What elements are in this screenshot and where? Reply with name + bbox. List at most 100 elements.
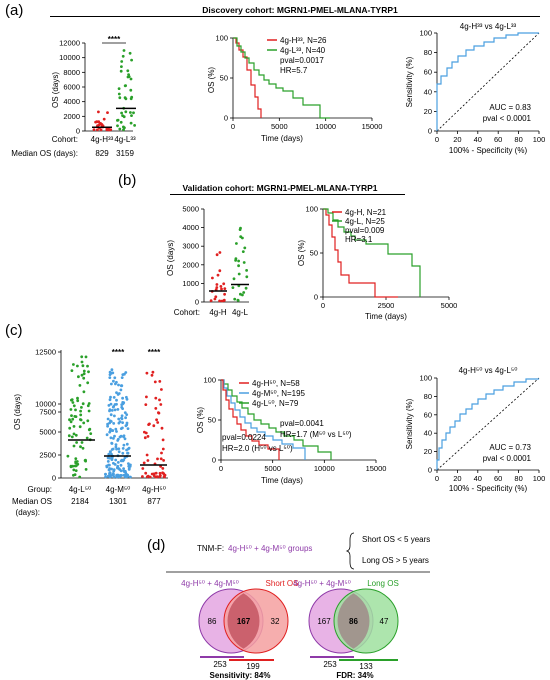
c-scatter-m-point xyxy=(123,411,127,414)
c-scatter-h-point xyxy=(162,472,166,476)
a-roc-xlabel: 100% - Specificity (%) xyxy=(449,146,528,155)
c-scatter-h-point xyxy=(142,461,146,465)
a-scatter-l-point xyxy=(122,128,125,132)
c-scatter-l-point xyxy=(74,415,78,418)
a-km-xtick: 0 xyxy=(231,122,235,131)
c-scatter-m-point xyxy=(107,468,111,472)
b-km-xtick: 0 xyxy=(321,301,325,310)
c-scatter-m-point xyxy=(120,414,124,418)
c-scatter-h-point xyxy=(155,418,159,422)
c-scatter-l-point xyxy=(81,446,85,450)
c-roc-auc: AUC = 0.73 xyxy=(489,443,531,452)
c-scatter-h-point xyxy=(141,475,144,478)
c-km-hr-top: HR=1.7 (M⁵⁰ vs L⁵⁰) xyxy=(280,430,352,439)
c-scatter-m-point xyxy=(114,382,117,386)
a-scatter-h-point xyxy=(92,128,96,132)
c-scatter-m-point xyxy=(119,388,123,392)
a-km-plot: 0 50 100 0 5000 10000 15000 OS (%) Time (days)… xyxy=(207,34,382,144)
c-scatter-l-point xyxy=(82,372,86,376)
c-scatter-m-point xyxy=(112,379,115,383)
a-km-legend-l: 4g-L³³, N=40 xyxy=(280,46,326,55)
a-cohort-row-label: Cohort: xyxy=(52,135,78,144)
c-scatter-m-point xyxy=(122,443,126,447)
c-km-curve-m xyxy=(221,379,306,460)
a-roc-auc: AUC = 0.83 xyxy=(489,103,531,112)
c-scatter-m-point xyxy=(108,376,112,379)
a-scatter-h-point xyxy=(102,117,106,121)
c-scatter-m-point xyxy=(127,468,131,471)
c-scatter-h-point xyxy=(162,459,166,462)
c-scatter-l-point xyxy=(79,445,82,449)
c-scatter-h-point xyxy=(145,453,149,457)
c-scatter-l-point xyxy=(74,469,78,472)
c-roc-curve xyxy=(436,378,539,470)
c-scatter-h-point xyxy=(154,396,158,400)
a-significance: **** xyxy=(108,35,121,44)
c-scatter-h-point xyxy=(160,426,164,430)
c-km-ytick: 100 xyxy=(203,376,216,385)
a-km-pval: pval=0.0017 xyxy=(280,56,324,65)
a-km-xtick: 15000 xyxy=(362,122,383,131)
c-scatter-l-point xyxy=(71,401,75,404)
c-scatter-l-point xyxy=(86,364,89,368)
b-scatter-l-point xyxy=(236,299,240,302)
c-scatter-h-point xyxy=(146,435,150,438)
b-group-l: 4g-L xyxy=(232,308,249,317)
validation-title: Validation cohort: MGRN1-PMEL-MLANA-TYRP… xyxy=(182,183,378,193)
c-scatter-m-point xyxy=(120,416,123,420)
c-km-legend-m: 4g-M⁵⁰, N=195 xyxy=(252,389,306,398)
d-venn2-metric: FDR: 34% xyxy=(336,671,373,680)
c-scatter-l-point xyxy=(81,402,85,406)
d-venn-section: TNM-F: 4g-H⁵⁰ + 4g-M⁵⁰ groups Short OS <… xyxy=(166,532,430,680)
a-roc-curve xyxy=(436,32,539,131)
c-median-h: 877 xyxy=(147,497,161,506)
c-scatter-l-point xyxy=(80,360,84,364)
c-scatter-h-point xyxy=(143,430,146,434)
c-scatter-m-point xyxy=(126,462,130,465)
c-roc-xtick: 20 xyxy=(453,474,461,483)
c-scatter-m-point xyxy=(116,393,120,396)
c-scatter-m-point xyxy=(108,456,111,460)
c-scatter-l-point xyxy=(82,376,86,380)
c-roc-ytick: 0 xyxy=(428,466,432,475)
c-km-xtick: 5000 xyxy=(264,464,281,473)
c-scatter-h-point xyxy=(158,471,162,475)
a-scatter-ytick: 10000 xyxy=(59,53,80,62)
c-scatter-l-point xyxy=(71,417,75,421)
c-scatter-ytick: 10000 xyxy=(35,400,56,409)
c-scatter-l-point xyxy=(79,413,83,417)
b-scatter-h-point xyxy=(222,282,226,286)
c-scatter-l-point xyxy=(80,373,84,377)
c-roc-ytick: 80 xyxy=(424,392,432,401)
c-scatter-m-point xyxy=(107,404,111,407)
c-scatter-ytick: 2500 xyxy=(39,451,56,460)
c-scatter-l-point xyxy=(69,465,73,469)
c-scatter-m-point xyxy=(108,471,112,474)
c-scatter-m-point xyxy=(125,395,128,399)
c-scatter-m-point xyxy=(117,383,120,387)
c-km-legend-h: 4g-H⁵⁰, N=58 xyxy=(252,379,300,388)
c-km-xtick: 15000 xyxy=(366,464,387,473)
c-scatter-m-point xyxy=(115,402,118,406)
a-scatter-l-point xyxy=(118,96,122,100)
c-scatter-m-point xyxy=(104,475,107,479)
c-scatter-l-point xyxy=(82,390,86,394)
c-scatter-l-point xyxy=(84,355,88,359)
a-group-h: 4g-H³³ xyxy=(91,135,114,144)
c-scatter-l-point xyxy=(72,473,75,477)
c-scatter-m-point xyxy=(110,457,114,460)
c-roc-xtick: 60 xyxy=(494,474,502,483)
c-scatter-m-point xyxy=(112,469,116,473)
a-scatter-h-point xyxy=(107,127,111,131)
c-scatter-m-point xyxy=(109,419,112,423)
b-km-curve-l xyxy=(323,208,421,297)
c-median-m: 1301 xyxy=(109,497,127,506)
a-scatter-l-point xyxy=(121,114,124,117)
b-scatter-h-point xyxy=(215,283,219,286)
b-km-ylabel: OS (%) xyxy=(297,240,306,267)
b-scatter-l-point xyxy=(231,286,235,289)
c-scatter-m-point xyxy=(109,450,112,454)
d-venn1-right-total: 199 xyxy=(246,662,260,671)
a-roc-xtick: 80 xyxy=(514,135,522,144)
c-scatter-m-point xyxy=(107,452,111,456)
